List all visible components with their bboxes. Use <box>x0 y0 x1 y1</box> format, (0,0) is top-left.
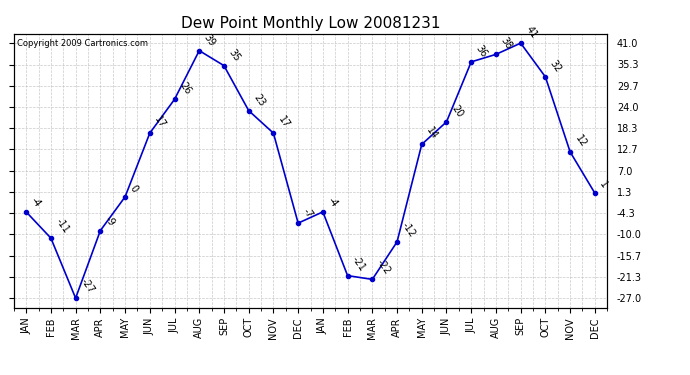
Text: 1: 1 <box>598 180 609 190</box>
Text: 17: 17 <box>152 114 168 130</box>
Text: Copyright 2009 Cartronics.com: Copyright 2009 Cartronics.com <box>17 39 148 48</box>
Text: 39: 39 <box>202 32 217 48</box>
Text: 23: 23 <box>251 92 267 108</box>
Text: -27: -27 <box>79 276 96 296</box>
Text: -12: -12 <box>400 220 417 239</box>
Text: 35: 35 <box>227 47 242 63</box>
Text: -21: -21 <box>351 254 368 273</box>
Text: 20: 20 <box>449 103 464 119</box>
Text: -4: -4 <box>326 195 339 209</box>
Text: 41: 41 <box>524 25 539 40</box>
Text: -9: -9 <box>103 214 117 228</box>
Text: 32: 32 <box>548 58 564 74</box>
Text: 12: 12 <box>573 133 588 149</box>
Text: -11: -11 <box>54 217 71 236</box>
Text: 14: 14 <box>424 126 440 142</box>
Text: 17: 17 <box>276 114 291 130</box>
Text: -4: -4 <box>29 195 43 209</box>
Text: 0: 0 <box>128 183 139 194</box>
Text: -7: -7 <box>301 207 315 220</box>
Text: 38: 38 <box>499 36 514 52</box>
Text: 36: 36 <box>474 44 489 59</box>
Text: -22: -22 <box>375 258 393 277</box>
Text: 26: 26 <box>177 81 193 97</box>
Title: Dew Point Monthly Low 20081231: Dew Point Monthly Low 20081231 <box>181 16 440 31</box>
